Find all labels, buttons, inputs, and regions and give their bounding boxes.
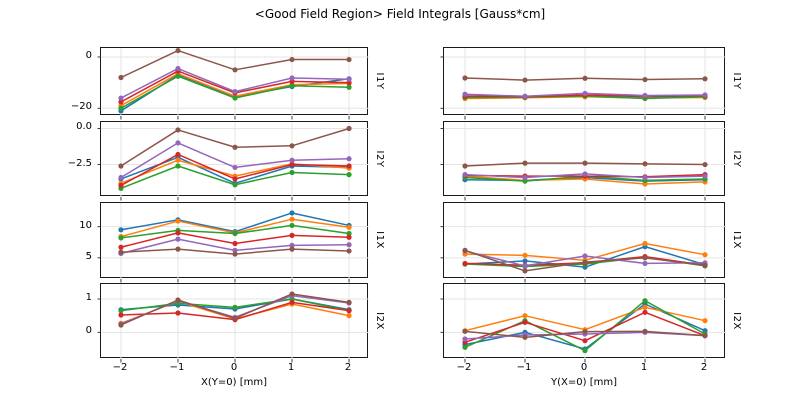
panel-I1Y-right <box>440 47 726 120</box>
panel-I1X-left <box>97 202 369 283</box>
series-purple <box>118 65 352 101</box>
gridlines <box>444 122 726 197</box>
panel-I2X-right <box>440 283 726 363</box>
xtick-label-right-3: 1 <box>640 362 648 373</box>
tick-marks <box>440 298 706 363</box>
plot-area-I2X-right <box>440 284 726 363</box>
series-purple <box>462 90 708 99</box>
plot-area-I1X-left <box>97 203 369 283</box>
xtick-label-left-2: 0 <box>230 362 238 373</box>
series-green <box>118 222 352 241</box>
xtick-label-right-2: 0 <box>580 362 588 373</box>
plot-area-I1Y-right <box>440 48 726 120</box>
ytick-label-I1Y-1: −20 <box>70 101 92 113</box>
panel-I2X-left <box>97 283 369 363</box>
series-brown <box>118 47 352 81</box>
series-red <box>118 151 352 189</box>
series-purple <box>118 140 352 181</box>
row-label-I1X-right: I1X <box>731 231 742 249</box>
xtick-label-right-4: 2 <box>700 362 708 373</box>
series-brown <box>118 291 352 328</box>
x-axis-label-left: X(Y=0) [mm] <box>201 377 267 388</box>
series-brown <box>118 246 352 257</box>
xtick-label-left-4: 2 <box>344 362 352 373</box>
ytick-label-I1X-1: 5 <box>85 250 92 262</box>
row-label-I1Y-right: I1Y <box>731 72 742 90</box>
tick-marks <box>440 56 706 120</box>
ytick-label-I1Y-0: 0 <box>85 49 92 61</box>
panel-I1X-right <box>440 202 726 283</box>
row-label-I1Y-left: I1Y <box>374 72 385 90</box>
ytick-label-I2Y-0: 0.0 <box>76 121 92 133</box>
plot-area-I2X-left <box>97 284 369 363</box>
tick-marks <box>440 128 706 201</box>
tick-marks <box>97 128 350 201</box>
gridlines <box>444 48 726 116</box>
xtick-label-right-0: −2 <box>456 362 472 373</box>
xtick-label-right-1: −1 <box>516 362 532 373</box>
plot-area-I1X-right <box>440 203 726 283</box>
plot-area-I1Y-left <box>97 47 369 120</box>
series-brown <box>462 75 708 83</box>
tick-marks <box>97 56 350 120</box>
row-label-I1X-left: I1X <box>374 231 385 249</box>
series-brown <box>462 328 708 340</box>
panel-I2Y-left <box>97 121 369 201</box>
tick-marks <box>97 298 350 363</box>
panel-I2Y-right <box>440 121 726 201</box>
ytick-label-I2X-1: 0 <box>85 325 92 337</box>
ytick-label-I2X-0: 1 <box>85 291 92 303</box>
xtick-label-left-3: 1 <box>287 362 295 373</box>
row-label-I2Y-left: I2Y <box>374 150 385 167</box>
series-brown <box>462 247 708 274</box>
xtick-label-left-0: −2 <box>112 362 128 373</box>
series-purple <box>462 171 708 181</box>
xtick-label-left-1: −1 <box>169 362 185 373</box>
row-label-I2Y-right: I2Y <box>731 150 742 167</box>
panel-I1Y-left <box>97 47 369 120</box>
row-label-I2X-left: I2X <box>374 311 385 330</box>
series-brown <box>462 160 708 169</box>
tick-marks <box>97 226 350 283</box>
series-green <box>118 73 352 111</box>
ytick-label-I2Y-1: −2.5 <box>67 157 92 169</box>
tick-marks <box>440 226 706 283</box>
row-label-I2X-right: I2X <box>731 311 742 330</box>
ytick-label-I1X-0: 10 <box>79 219 92 231</box>
plot-area-I2Y-left <box>97 122 369 201</box>
figure-title: <Good Field Region> Field Integrals [Gau… <box>254 7 546 21</box>
series-red <box>118 230 352 250</box>
x-axis-label-right: Y(X=0) [mm] <box>551 377 617 388</box>
series-brown <box>118 125 352 169</box>
plot-area-I2Y-right <box>440 122 726 201</box>
